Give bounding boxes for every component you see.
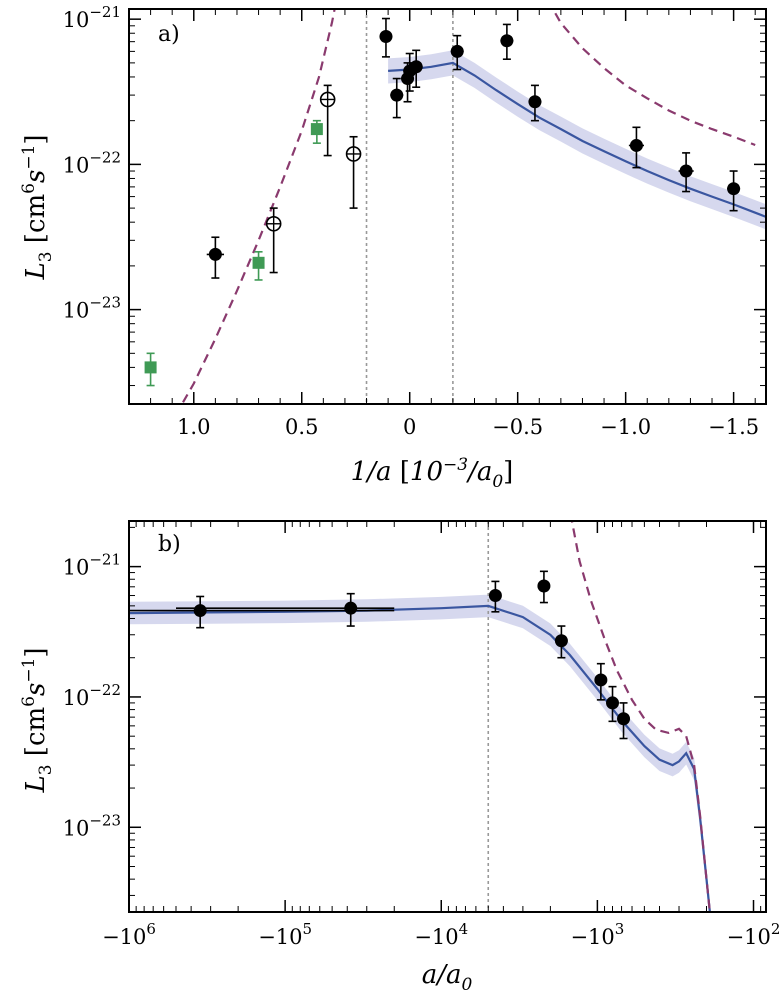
a-x-tick-label: 0 — [403, 415, 416, 439]
b-theory-curve — [129, 604, 711, 912]
b-filled-circle-point — [537, 579, 551, 593]
panel-b: 10−21 10−22 10−23 −106 −105 −104 −103 −102 b) L… — [19, 520, 781, 995]
panel-b-frame — [128, 520, 767, 913]
a-filled-circle-point — [679, 164, 693, 178]
b-dashed-curve — [570, 521, 711, 912]
a-green-square-point — [252, 256, 265, 269]
a-y-tick-label: 10−23 — [63, 294, 121, 323]
panel-b-label: b) — [158, 532, 181, 557]
svg-text:L3 [cm6s−1]: L3 [cm6s−1] — [19, 647, 56, 793]
a-green-square-point — [310, 123, 323, 136]
panel-a-y-axis-title: L3 [cm6s−1] — [19, 134, 56, 280]
a-dashed-curve-right — [551, 9, 756, 147]
panel-b-y-axis-title: L3 [cm6s−1] — [19, 647, 56, 793]
a-theory-uncertainty-band — [388, 50, 766, 230]
b-x-tick-label: −104 — [414, 920, 468, 949]
a-green-square-point — [144, 361, 157, 374]
a-x-tick-label: −0.5 — [492, 415, 543, 439]
a-x-tick-label: −1.0 — [600, 415, 651, 439]
b-x-tick-label: −105 — [258, 920, 312, 949]
svg-text:a/a0: a/a0 — [422, 960, 473, 995]
b-y-tick-label: 10−22 — [63, 681, 121, 710]
panel-a-label: a) — [158, 22, 180, 47]
b-y-tick-label: 10−21 — [63, 551, 121, 580]
panel-a: 10−21 10−22 10−23 1.0 0.5 0 −0.5 −1.0 −1.5 a) L3… — [19, 3, 767, 492]
panel-a-x-axis-title: 1/a [10−3/a0] — [351, 455, 514, 492]
a-filled-circle-point — [208, 247, 222, 261]
b-filled-circle-point — [488, 589, 502, 603]
b-x-tick-label: −106 — [102, 920, 156, 949]
b-filled-circle-point — [554, 634, 568, 648]
b-filled-circle-point — [606, 696, 620, 710]
a-x-tick-label: 0.5 — [285, 415, 318, 439]
a-y-tick-label: 10−22 — [63, 148, 121, 177]
panel-b-x-axis-title: a/a0 — [422, 960, 473, 995]
a-theory-curve — [388, 61, 766, 218]
a-dashed-curve-left — [182, 9, 336, 403]
a-x-tick-label: 1.0 — [177, 415, 210, 439]
b-x-tick-label: −103 — [570, 920, 624, 949]
a-filled-circle-point — [500, 34, 514, 48]
a-filled-circle-point — [528, 95, 542, 109]
svg-text:L3 [cm6s−1]: L3 [cm6s−1] — [19, 134, 56, 280]
svg-text:1/a [10−3/a0]: 1/a [10−3/a0] — [351, 455, 514, 492]
b-theory-uncertainty-band — [129, 594, 712, 912]
a-filled-circle-point — [390, 88, 404, 102]
a-filled-circle-point — [409, 60, 423, 74]
a-filled-circle-point — [727, 182, 741, 196]
a-filled-circle-point — [450, 44, 464, 58]
b-y-tick-label: 10−23 — [63, 811, 121, 840]
a-y-tick-label: 10−21 — [63, 3, 121, 32]
a-x-tick-label: −1.5 — [708, 415, 759, 439]
a-filled-circle-point — [379, 29, 393, 43]
b-filled-circle-point — [193, 604, 207, 618]
b-filled-circle-point — [594, 673, 608, 687]
panel-a-frame — [128, 8, 767, 405]
a-filled-circle-point — [629, 138, 643, 152]
b-filled-circle-point — [617, 712, 631, 726]
b-filled-circle-point — [344, 601, 358, 615]
b-x-tick-label: −102 — [727, 920, 781, 949]
